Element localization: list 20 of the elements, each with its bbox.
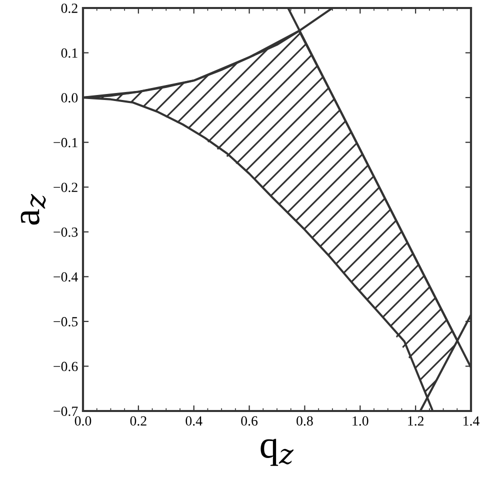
x-tick-label: 1.4 — [464, 416, 480, 426]
x-tick-label: 1.2 — [408, 416, 424, 426]
y-tick-label: −0.3 — [54, 227, 78, 237]
y-tick-label: 0.0 — [61, 93, 78, 103]
x-tick-label: 1.0 — [352, 416, 368, 426]
y-tick-label: 0.1 — [61, 48, 78, 58]
y-tick-label: −0.6 — [54, 362, 78, 372]
x-tick-label: 0.4 — [186, 416, 202, 426]
y-tick-label: −0.2 — [54, 182, 78, 192]
y-tick-label: −0.5 — [54, 317, 78, 326]
x-tick-label: 0.0 — [74, 416, 92, 426]
x-tick-label: 0.8 — [296, 416, 313, 426]
y-tick-label: −0.4 — [54, 272, 78, 282]
y-tick-label: 0.2 — [61, 4, 78, 14]
x-tick-label: 0.2 — [130, 416, 146, 426]
y-tick-label: −0.1 — [54, 138, 78, 148]
y-tick-label: −0.7 — [54, 406, 78, 416]
y-axis-title: a$_{z}$ — [20, 194, 46, 225]
x-tick-label: 0.6 — [241, 416, 258, 426]
x-axis-title: q$_{z}$ — [260, 438, 294, 466]
